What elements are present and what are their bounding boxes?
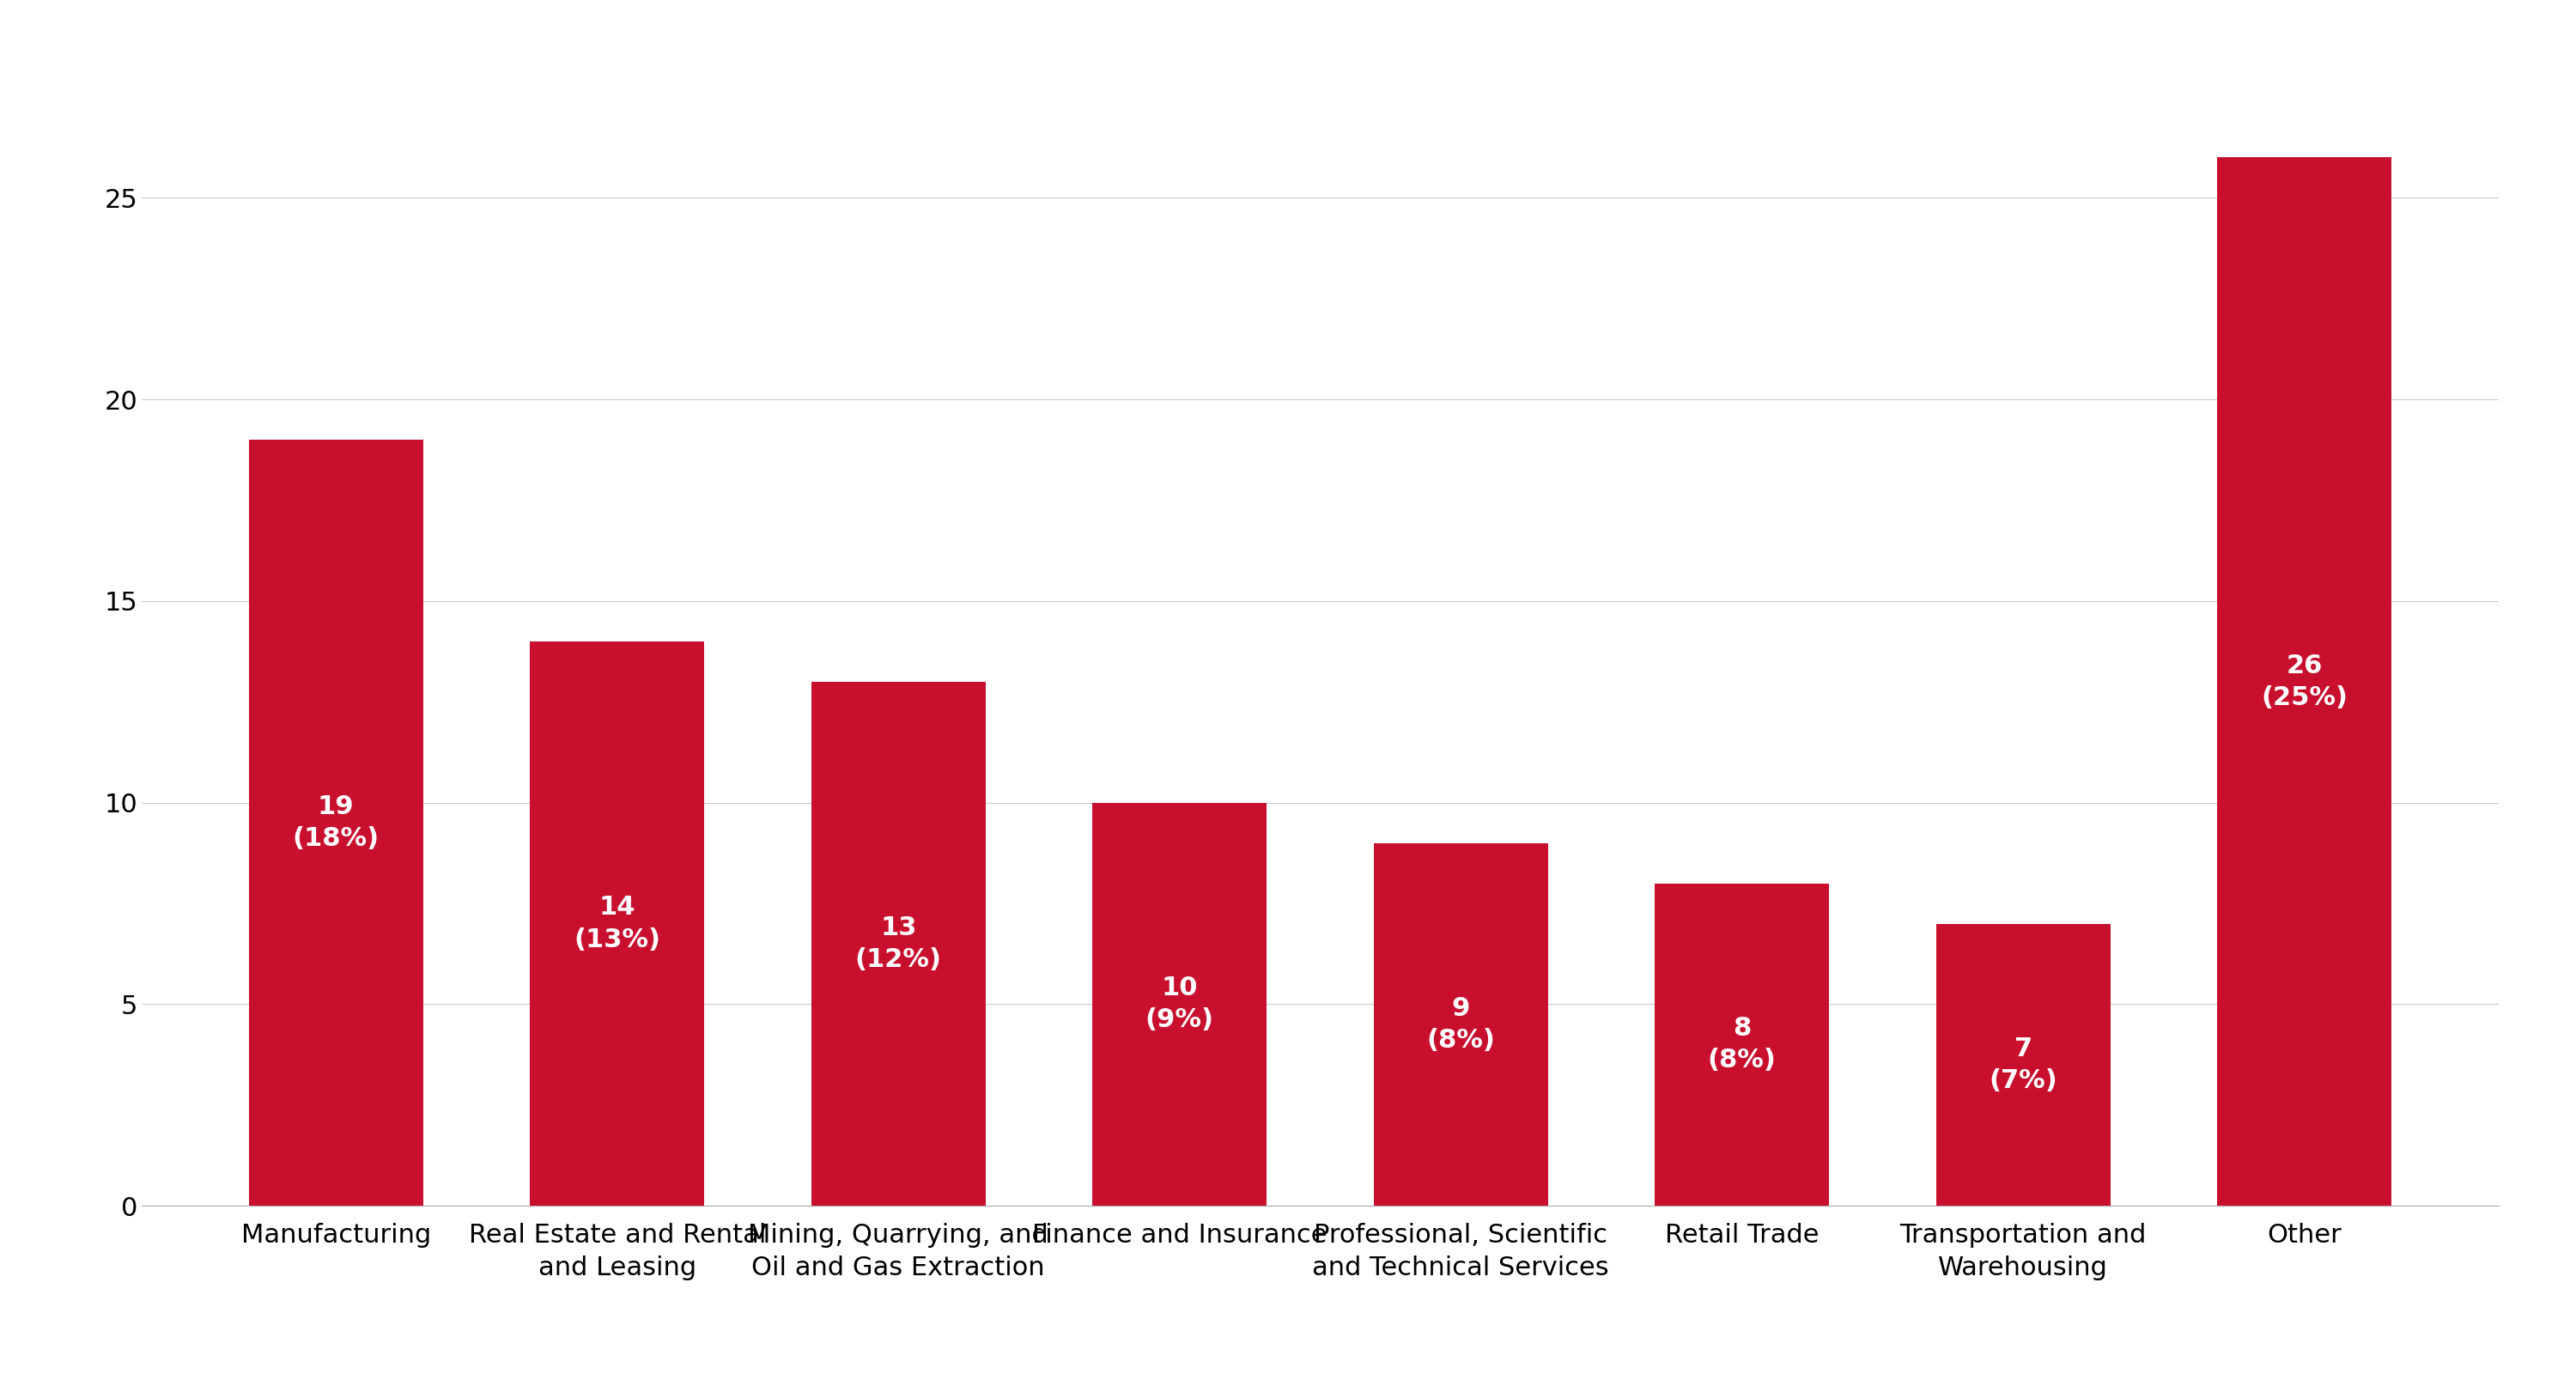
Text: 14
(13%): 14 (13%) (574, 895, 659, 952)
Bar (1654, 883, 1829, 1206)
Text: 8
(8%): 8 (8%) (1708, 1016, 1777, 1073)
Bar (811, 682, 987, 1206)
Text: 7
(7%): 7 (7%) (1989, 1037, 2058, 1094)
Bar (1937, 923, 2110, 1206)
Text: 19
(18%): 19 (18%) (294, 794, 379, 851)
Bar (250, 439, 422, 1206)
Text: 9
(8%): 9 (8%) (1427, 997, 1494, 1053)
Bar (1092, 802, 1267, 1206)
Text: 10
(9%): 10 (9%) (1146, 976, 1213, 1033)
Text: 26
(25%): 26 (25%) (2262, 653, 2347, 710)
Bar (2218, 158, 2391, 1206)
Bar (531, 642, 703, 1206)
Text: 13
(12%): 13 (12%) (855, 915, 943, 972)
Bar (1373, 843, 1548, 1206)
